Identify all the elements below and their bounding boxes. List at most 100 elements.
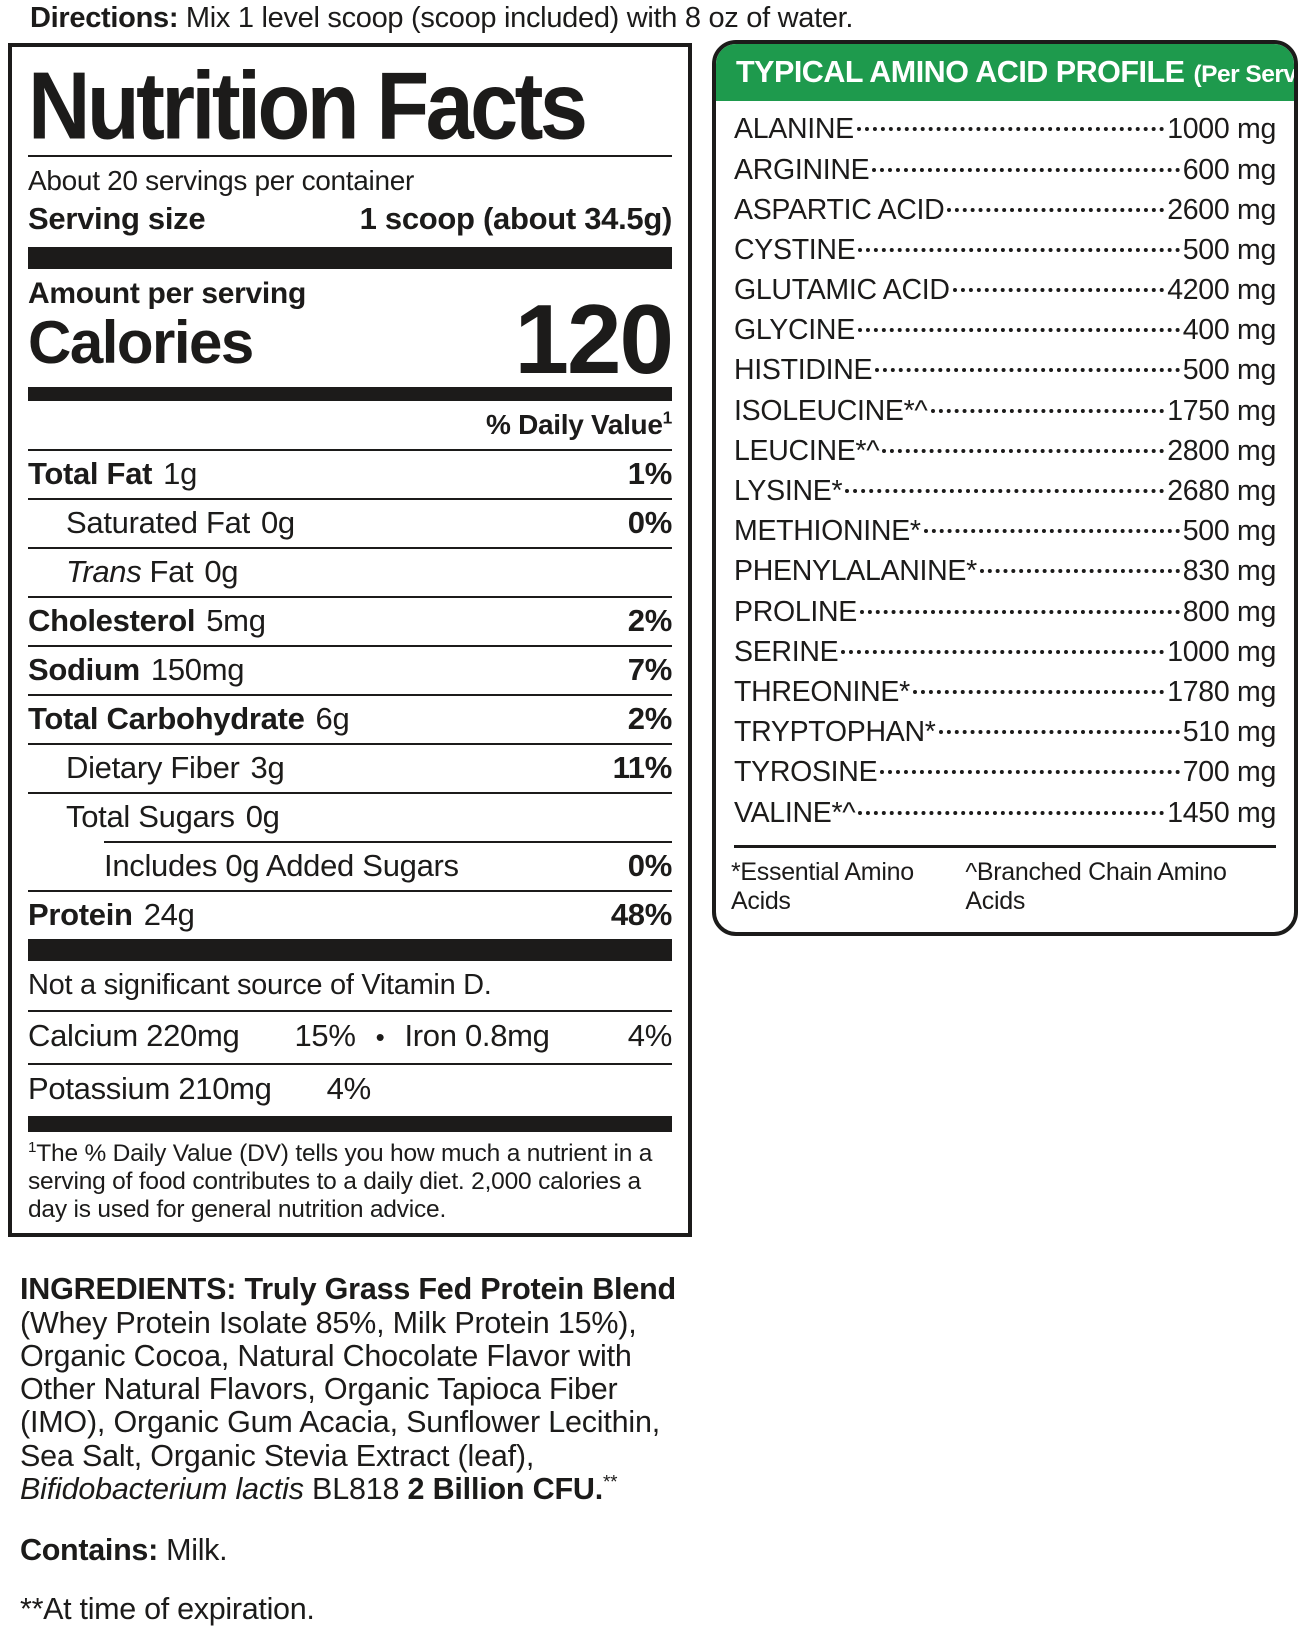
nutrient-name: Cholesterol <box>28 603 196 639</box>
amino-value: 830 mg <box>1182 555 1277 588</box>
nutrient-name: Total Sugars <box>66 799 235 835</box>
bullet-separator: • <box>375 1022 385 1053</box>
nutrient-dv: 7% <box>627 652 673 688</box>
dotted-leader <box>952 288 1165 293</box>
nutrient-dv: 48% <box>610 897 672 933</box>
ingredients-body: (Whey Protein Isolate 85%, Milk Protein … <box>20 1305 661 1473</box>
nutrient-name: Protein <box>28 897 133 933</box>
amino-value: 510 mg <box>1182 716 1277 749</box>
dotted-leader <box>857 328 1180 333</box>
dotted-leader <box>845 489 1165 494</box>
ingredients-paragraph: INGREDIENTS: Truly Grass Fed Protein Ble… <box>20 1273 688 1506</box>
nutrient-name: Dietary Fiber <box>66 750 240 786</box>
directions-label: Directions: <box>30 2 179 34</box>
amino-value: 1000 mg <box>1167 635 1276 668</box>
nutrient-name: Total Carbohydrate <box>28 701 305 737</box>
nutrient-name: Saturated Fat <box>66 505 250 541</box>
amino-value: 400 mg <box>1182 314 1277 347</box>
nutrient-amount: 0g <box>204 554 239 590</box>
amino-acid-row: PHENYLALANINE* 830 mg <box>734 555 1276 595</box>
daily-value-footnote-marker: 1 <box>662 408 673 429</box>
nutrient-row-cholesterol: Cholesterol 5mg 2% <box>28 598 673 648</box>
contains-label: Contains: <box>20 1533 158 1567</box>
calories-label: Calories <box>28 308 254 376</box>
nutrient-row-dietary-fiber: Dietary Fiber 3g 11% <box>28 745 673 795</box>
nutrient-row-total-carbohydrate: Total Carbohydrate 6g 2% <box>28 696 672 746</box>
dotted-leader <box>912 689 1165 694</box>
amino-name: PHENYLALANINE* <box>734 555 977 588</box>
ingredients-strain: BL818 <box>303 1471 408 1506</box>
amino-acid-title: TYPICAL AMINO ACID PROFILE <box>736 55 1185 90</box>
amino-acid-legend: *Essential Amino Acids ^Branched Chain A… <box>716 848 1294 932</box>
nutrient-dv: 11% <box>612 750 673 786</box>
nutrient-amount: 150mg <box>150 652 245 688</box>
nutrient-name-italic: Trans <box>66 554 142 590</box>
directions-line: Directions: Mix 1 level scoop (scoop inc… <box>30 2 1311 35</box>
expiration-note: **At time of expiration. <box>20 1592 315 1626</box>
nutrient-row-total-fat: Total Fat 1g 1% <box>28 451 673 501</box>
panels-row: Nutrition Facts About 20 servings per co… <box>8 40 1311 1238</box>
directions-text: Mix 1 level scoop (scoop included) with … <box>178 2 854 34</box>
nutrient-name: Sodium <box>28 652 140 688</box>
ingredients-lead: INGREDIENTS: Truly Grass Fed Protein Ble… <box>20 1272 676 1307</box>
amino-name: GLYCINE <box>734 314 855 347</box>
daily-value-footnote: 1The % Daily Value (DV) tells you how mu… <box>28 1138 672 1223</box>
dotted-leader <box>930 408 1165 413</box>
amino-acid-row: METHIONINE* 500 mg <box>734 515 1276 555</box>
indented-divider <box>104 841 672 844</box>
dotted-leader <box>860 609 1180 614</box>
nutrient-dv: 1% <box>627 456 673 492</box>
iron-dv: 4% <box>627 1018 673 1054</box>
iron-label: Iron 0.8mg <box>404 1018 550 1054</box>
amino-value: 2600 mg <box>1167 193 1276 226</box>
ingredients-species: Bifidobacterium lactis <box>20 1471 304 1506</box>
amino-value: 500 mg <box>1182 515 1277 548</box>
nutrient-dv: 2% <box>627 603 673 639</box>
nutrient-row-sodium: Sodium 150mg 7% <box>28 647 673 697</box>
nutrient-name: Fat <box>149 554 194 590</box>
amount-per-serving-label: Amount per serving <box>28 277 306 311</box>
dotted-leader <box>858 247 1180 252</box>
amino-acid-row: ISOLEUCINE*^ 1750 mg <box>734 395 1276 435</box>
nutrient-dv: 0% <box>627 848 673 884</box>
amino-value: 1750 mg <box>1167 394 1276 427</box>
amino-name: LYSINE* <box>734 475 843 508</box>
dotted-leader <box>923 529 1180 534</box>
amino-acid-row: ARGININE 600 mg <box>734 154 1276 194</box>
not-significant-note: Not a significant source of Vitamin D. <box>28 961 672 1013</box>
amino-acid-row: TYROSINE 700 mg <box>734 756 1276 796</box>
amino-acid-header: TYPICAL AMINO ACID PROFILE (Per Serving) <box>716 44 1294 102</box>
amino-name: ISOLEUCINE*^ <box>734 394 928 427</box>
legend-bcaa: ^Branched Chain Amino Acids <box>965 857 1227 915</box>
amino-name: GLUTAMIC ACID <box>734 274 950 307</box>
amino-acid-row: LEUCINE*^ 2800 mg <box>734 435 1276 475</box>
calcium-dv: 15% <box>294 1018 356 1054</box>
amino-acid-row: ASPARTIC ACID 2600 mg <box>734 194 1276 234</box>
amino-value: 800 mg <box>1182 595 1277 628</box>
serving-size-value: 1 scoop (about 34.5g) <box>359 201 673 237</box>
divider <box>734 844 1276 848</box>
nutrient-amount: 24g <box>143 897 195 933</box>
potassium-label: Potassium 210mg <box>28 1071 272 1107</box>
nutrient-dv: 0% <box>627 505 673 541</box>
nutrient-amount: 6g <box>315 701 350 737</box>
footnote-marker: 1 <box>28 1139 37 1157</box>
dotted-leader <box>947 207 1165 212</box>
nutrient-amount: 0g <box>260 505 295 541</box>
calories-block: Amount per serving Calories 120 <box>28 269 674 394</box>
amino-name: SERINE <box>734 635 839 668</box>
amino-name: CYSTINE <box>734 233 856 266</box>
amino-name: ASPARTIC ACID <box>734 193 945 226</box>
dotted-leader <box>882 448 1165 453</box>
amino-value: 500 mg <box>1182 354 1277 387</box>
amino-acid-row: THREONINE* 1780 mg <box>734 676 1276 716</box>
amino-value: 700 mg <box>1182 756 1277 789</box>
calories-value: 120 <box>514 283 674 394</box>
amino-name: ALANINE <box>734 113 854 146</box>
thick-bar <box>28 939 672 962</box>
amino-value: 4200 mg <box>1167 274 1276 307</box>
nutrient-row-protein: Protein 24g 48% <box>28 892 672 939</box>
amino-value: 2680 mg <box>1167 475 1276 508</box>
mineral-row-calcium-iron: Calcium 220mg 15% • Iron 0.8mg 4% <box>28 1012 673 1066</box>
dotted-leader <box>856 127 1165 132</box>
